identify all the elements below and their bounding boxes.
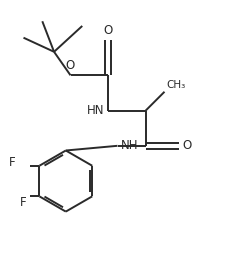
Text: O: O bbox=[182, 139, 191, 152]
Text: HN: HN bbox=[87, 104, 105, 117]
Text: F: F bbox=[8, 156, 15, 169]
Text: O: O bbox=[103, 24, 113, 37]
Text: CH₃: CH₃ bbox=[167, 80, 186, 90]
Text: NH: NH bbox=[121, 139, 138, 152]
Text: O: O bbox=[66, 59, 75, 72]
Text: F: F bbox=[20, 196, 27, 209]
